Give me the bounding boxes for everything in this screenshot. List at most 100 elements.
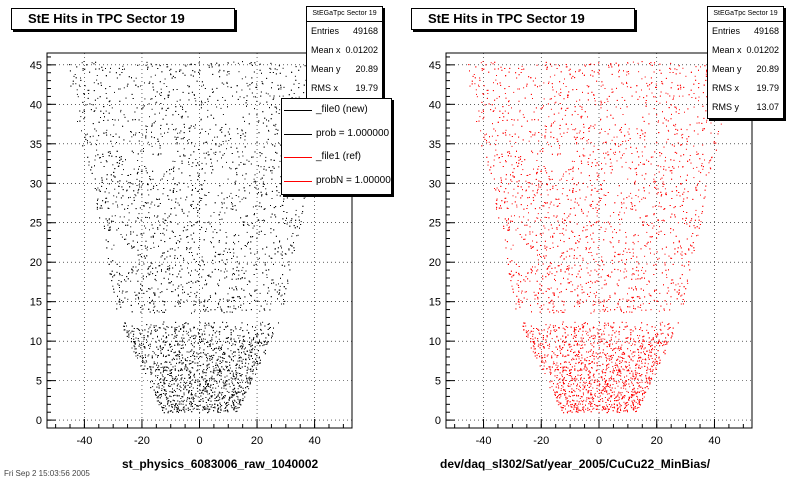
hit-point	[239, 201, 241, 203]
hit-point	[230, 358, 232, 360]
hit-point	[219, 360, 221, 362]
hit-point	[90, 144, 92, 146]
hit-point	[114, 168, 116, 170]
hit-point	[291, 97, 293, 98]
hit-point	[196, 190, 198, 192]
hit-point	[158, 327, 160, 329]
hit-point	[80, 116, 82, 118]
hit-point	[153, 292, 155, 294]
hit-point	[212, 334, 214, 336]
hit-point	[198, 220, 200, 222]
hit-point	[199, 322, 201, 324]
hit-point	[204, 301, 206, 303]
hit-point	[179, 189, 181, 191]
hit-point	[220, 128, 222, 130]
hit-point	[275, 73, 277, 75]
hit-point	[128, 76, 130, 78]
hit-point	[183, 394, 185, 396]
hit-point	[106, 197, 108, 199]
hit-point	[298, 69, 300, 71]
hit-point	[176, 143, 178, 145]
hit-point	[203, 239, 205, 241]
hit-point	[218, 346, 220, 348]
hit-point	[144, 304, 145, 306]
hit-point	[242, 393, 244, 395]
hit-point	[237, 278, 239, 280]
hit-point	[233, 307, 235, 309]
hit-point	[299, 227, 300, 229]
hit-point	[254, 108, 255, 110]
hit-point	[149, 229, 150, 231]
hit-point	[236, 363, 238, 365]
hit-point	[229, 396, 231, 398]
hit-point	[225, 337, 227, 339]
hit-point	[219, 326, 221, 328]
hit-point	[188, 334, 190, 336]
hit-point	[249, 88, 251, 90]
hit-point	[116, 77, 118, 79]
hit-point	[252, 236, 254, 237]
hit-point	[177, 150, 179, 152]
hit-point	[108, 222, 110, 224]
hit-point	[244, 139, 246, 141]
hit-point	[144, 346, 146, 348]
hit-point	[267, 333, 269, 335]
hit-point	[244, 296, 246, 298]
hit-point	[177, 202, 179, 204]
hit-point	[172, 403, 174, 405]
hit-point	[227, 106, 228, 108]
hit-point	[254, 346, 256, 348]
hit-point	[114, 176, 116, 178]
hit-point	[197, 175, 199, 177]
hit-point	[230, 377, 232, 379]
hit-point	[178, 168, 180, 170]
hit-point	[198, 333, 200, 335]
hit-point	[172, 291, 174, 293]
hit-point	[217, 409, 219, 410]
hit-point	[117, 206, 119, 208]
hit-point	[172, 284, 174, 286]
hit-point	[158, 220, 159, 222]
hit-point	[224, 383, 226, 385]
hit-point	[151, 372, 153, 374]
hit-point	[201, 334, 203, 336]
hit-point	[146, 339, 147, 341]
hit-point	[176, 388, 178, 390]
hit-point	[277, 84, 279, 86]
hit-point	[177, 132, 179, 134]
hit-point	[202, 363, 204, 365]
hit-point	[196, 291, 198, 293]
hit-point	[193, 338, 195, 339]
hit-point	[110, 261, 112, 263]
hit-point	[183, 326, 185, 328]
hit-point	[160, 233, 162, 234]
hit-point	[270, 68, 272, 70]
hit-point	[280, 84, 282, 86]
hit-point	[204, 338, 206, 340]
hit-point	[304, 65, 306, 67]
hit-point	[143, 335, 145, 337]
hit-point	[86, 140, 88, 141]
hit-point	[215, 251, 217, 253]
hit-point	[188, 211, 190, 213]
hit-point	[203, 142, 205, 144]
hit-point	[266, 141, 268, 143]
hit-point	[156, 216, 158, 218]
hit-point	[229, 287, 230, 289]
hit-point	[159, 346, 161, 348]
hit-point	[174, 257, 176, 259]
hit-point	[88, 164, 90, 166]
hit-point	[223, 83, 225, 85]
hit-point	[241, 129, 243, 131]
hit-point	[137, 217, 139, 219]
hit-point	[264, 253, 266, 255]
hit-point	[183, 182, 185, 184]
hit-point	[143, 232, 145, 234]
hit-point	[99, 217, 101, 219]
hit-point	[142, 134, 144, 136]
hit-point	[151, 65, 153, 67]
hit-point	[150, 262, 152, 264]
hit-point	[242, 174, 244, 176]
hit-point	[254, 174, 256, 176]
hit-point	[224, 408, 226, 409]
